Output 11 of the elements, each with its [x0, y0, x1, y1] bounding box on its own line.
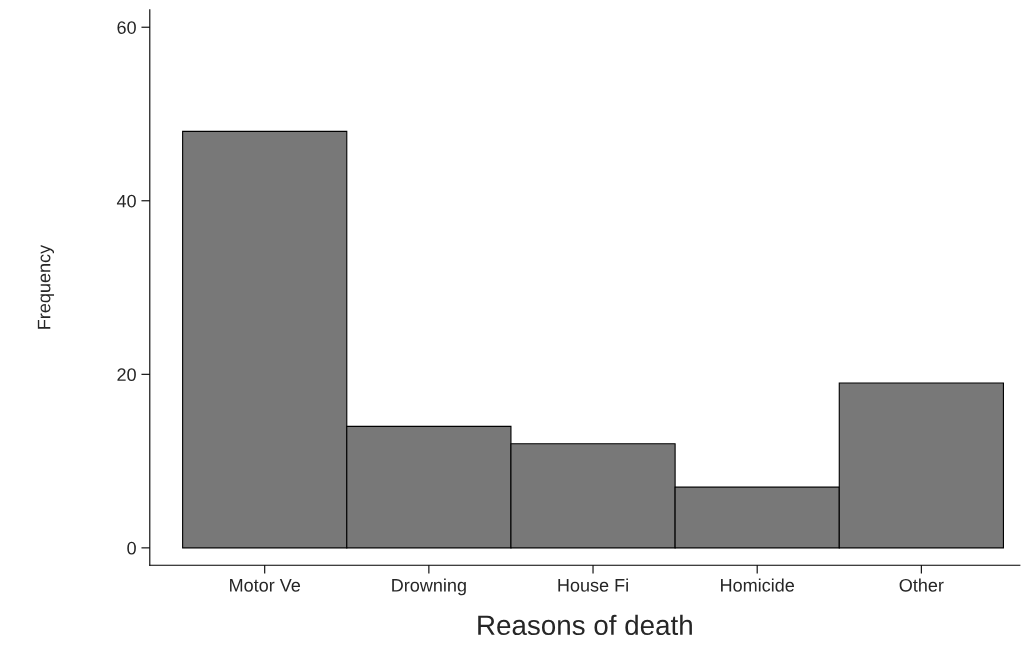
x-tick-label: Drowning [392, 578, 466, 596]
x-tick-label: Homicide [721, 578, 795, 592]
y-axis-title: Frequency [37, 244, 55, 329]
y-tick-label: 20 [117, 368, 136, 382]
y-tick-label: 40 [116, 194, 136, 208]
y-tick-label: 60 [117, 21, 136, 34]
x-tick-label: Motor Ve [230, 579, 301, 592]
x-axis-title: Reasons of death [478, 614, 692, 636]
x-tick-label: Other [899, 578, 944, 592]
x-tick-label: House Fi [558, 578, 628, 592]
y-tick-label: 0 [127, 541, 136, 555]
